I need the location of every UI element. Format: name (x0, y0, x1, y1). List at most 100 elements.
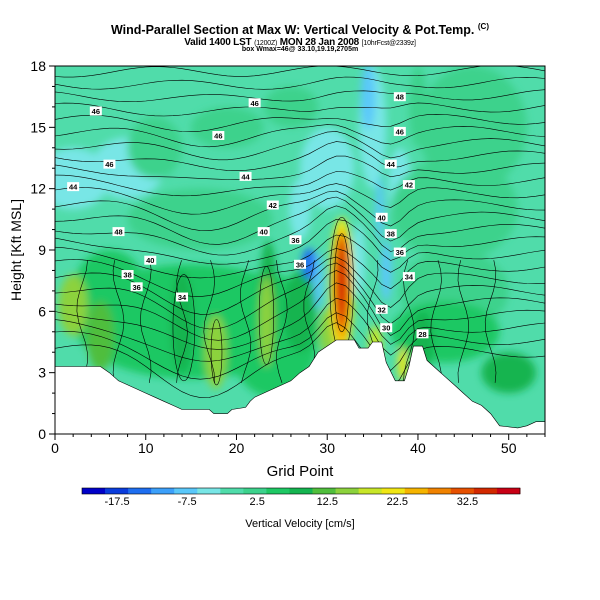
velocity-cell (289, 178, 311, 240)
x-tick-label: 0 (51, 440, 59, 456)
colorbar-bin (82, 488, 106, 494)
svg-text:46: 46 (396, 127, 404, 136)
w-contour (258, 266, 274, 365)
w-contour (172, 274, 196, 382)
theta-contour (55, 218, 545, 265)
y-axis-label: Height [Kft MSL] (8, 199, 24, 301)
colorbar-bin (174, 488, 198, 494)
colorbar-bin (220, 488, 244, 494)
theta-contour (55, 155, 545, 180)
theta-contour (176, 260, 188, 383)
velocity-cell (375, 176, 384, 242)
velocity-cell (86, 301, 114, 371)
contour-label: 46 (212, 131, 225, 141)
theta-contour (55, 113, 545, 133)
svg-text:44: 44 (387, 160, 396, 169)
colorbar-tick-label: 2.5 (250, 496, 265, 508)
y-tick-label: 6 (38, 303, 46, 319)
svg-text:40: 40 (377, 213, 385, 222)
contour-label: 28 (416, 329, 429, 339)
theta-contour (55, 171, 545, 197)
theta-contour (430, 260, 442, 383)
colorbar-tick-label: 32.5 (457, 496, 478, 508)
contour-label: 48 (393, 92, 406, 102)
svg-text:36: 36 (132, 283, 140, 292)
velocity-cell (300, 127, 355, 210)
velocity-cell (313, 252, 323, 310)
theta-contour (55, 312, 545, 380)
theta-contour (239, 260, 252, 383)
theta-contour (55, 190, 545, 232)
svg-text:38: 38 (123, 271, 131, 280)
theta-contour (457, 260, 469, 383)
svg-text:42: 42 (269, 201, 277, 210)
y-tick-label: 0 (38, 426, 46, 442)
x-axis-label: Grid Point (267, 463, 335, 480)
theta-contour (55, 196, 545, 245)
svg-text:48: 48 (396, 93, 404, 102)
contour-labels: 4646464644444240484038363436364846444240… (67, 92, 429, 339)
velocity-cell (191, 106, 264, 148)
theta-contour (276, 260, 288, 383)
theta-contour (55, 205, 545, 256)
contour-label: 46 (103, 159, 116, 169)
svg-text:44: 44 (69, 183, 78, 192)
valid-time-line: Valid 1400 LST (1200Z) MON 28 Jan 2008 [… (184, 37, 416, 48)
contour-label: 42 (402, 180, 415, 190)
x-axis: 0 10 20 30 40 50 (51, 434, 546, 456)
theta-contour (55, 76, 545, 90)
theta-contours (55, 66, 545, 398)
svg-text:40: 40 (146, 256, 154, 265)
y-tick-label: 9 (38, 242, 46, 258)
theta-contour (55, 262, 545, 330)
contour-label: 40 (144, 255, 157, 265)
colorbar-bin (381, 488, 406, 494)
colorbar-tick-label: -17.5 (105, 496, 130, 508)
y-tick-label: 18 (30, 58, 46, 74)
contour-label: 30 (380, 323, 393, 333)
theta-contour (55, 124, 545, 148)
x-tick-label: 20 (229, 440, 245, 456)
chart-title: Wind-Parallel Section at Max W: Vertical… (110, 22, 489, 38)
colorbar-label: Vertical Velocity [cm/s] (245, 518, 354, 530)
x-tick-label: 30 (319, 440, 335, 456)
svg-text:48: 48 (114, 228, 122, 237)
velocity-cell (337, 239, 347, 318)
velocity-cell (127, 117, 183, 179)
svg-text:46: 46 (92, 107, 100, 116)
info-line: box Wmax=46@ 33.10,19.19,2705m (241, 46, 359, 53)
theta-contour (112, 260, 125, 383)
svg-text:32: 32 (377, 305, 385, 314)
x-tick-label: 50 (501, 440, 517, 456)
contour-label: 40 (257, 227, 270, 237)
x-tick-label: 10 (138, 440, 154, 456)
colorbar-bin (473, 488, 498, 494)
colorbar-bin (128, 488, 152, 494)
colorbar-bin (289, 488, 313, 494)
contour-label: 36 (294, 259, 306, 269)
velocity-cell (301, 247, 317, 281)
theta-contour (55, 102, 545, 117)
svg-text:30: 30 (382, 324, 390, 333)
velocity-cell (398, 348, 408, 381)
colorbar-bin (266, 488, 290, 494)
contour-label: 34 (176, 292, 189, 302)
velocity-cell (263, 86, 319, 128)
colorbar-bin (312, 488, 336, 494)
y-tick-label: 3 (38, 365, 46, 381)
theta-contour (55, 89, 545, 103)
svg-text:42: 42 (405, 181, 413, 190)
svg-text:36: 36 (396, 248, 404, 257)
colorbar-bin (358, 488, 383, 494)
colorbar-tick-label: 12.5 (317, 496, 338, 508)
colorbar: -17.5 -7.5 2.5 12.5 22.5 32.5 (81, 487, 521, 508)
svg-text:34: 34 (178, 293, 187, 302)
theta-contour (139, 260, 152, 383)
svg-text:38: 38 (387, 230, 395, 239)
contour-label: 36 (130, 282, 143, 292)
svg-text:28: 28 (418, 330, 426, 339)
contour-label: 46 (89, 106, 102, 116)
velocity-cell (360, 66, 376, 130)
theta-contour (55, 247, 545, 297)
